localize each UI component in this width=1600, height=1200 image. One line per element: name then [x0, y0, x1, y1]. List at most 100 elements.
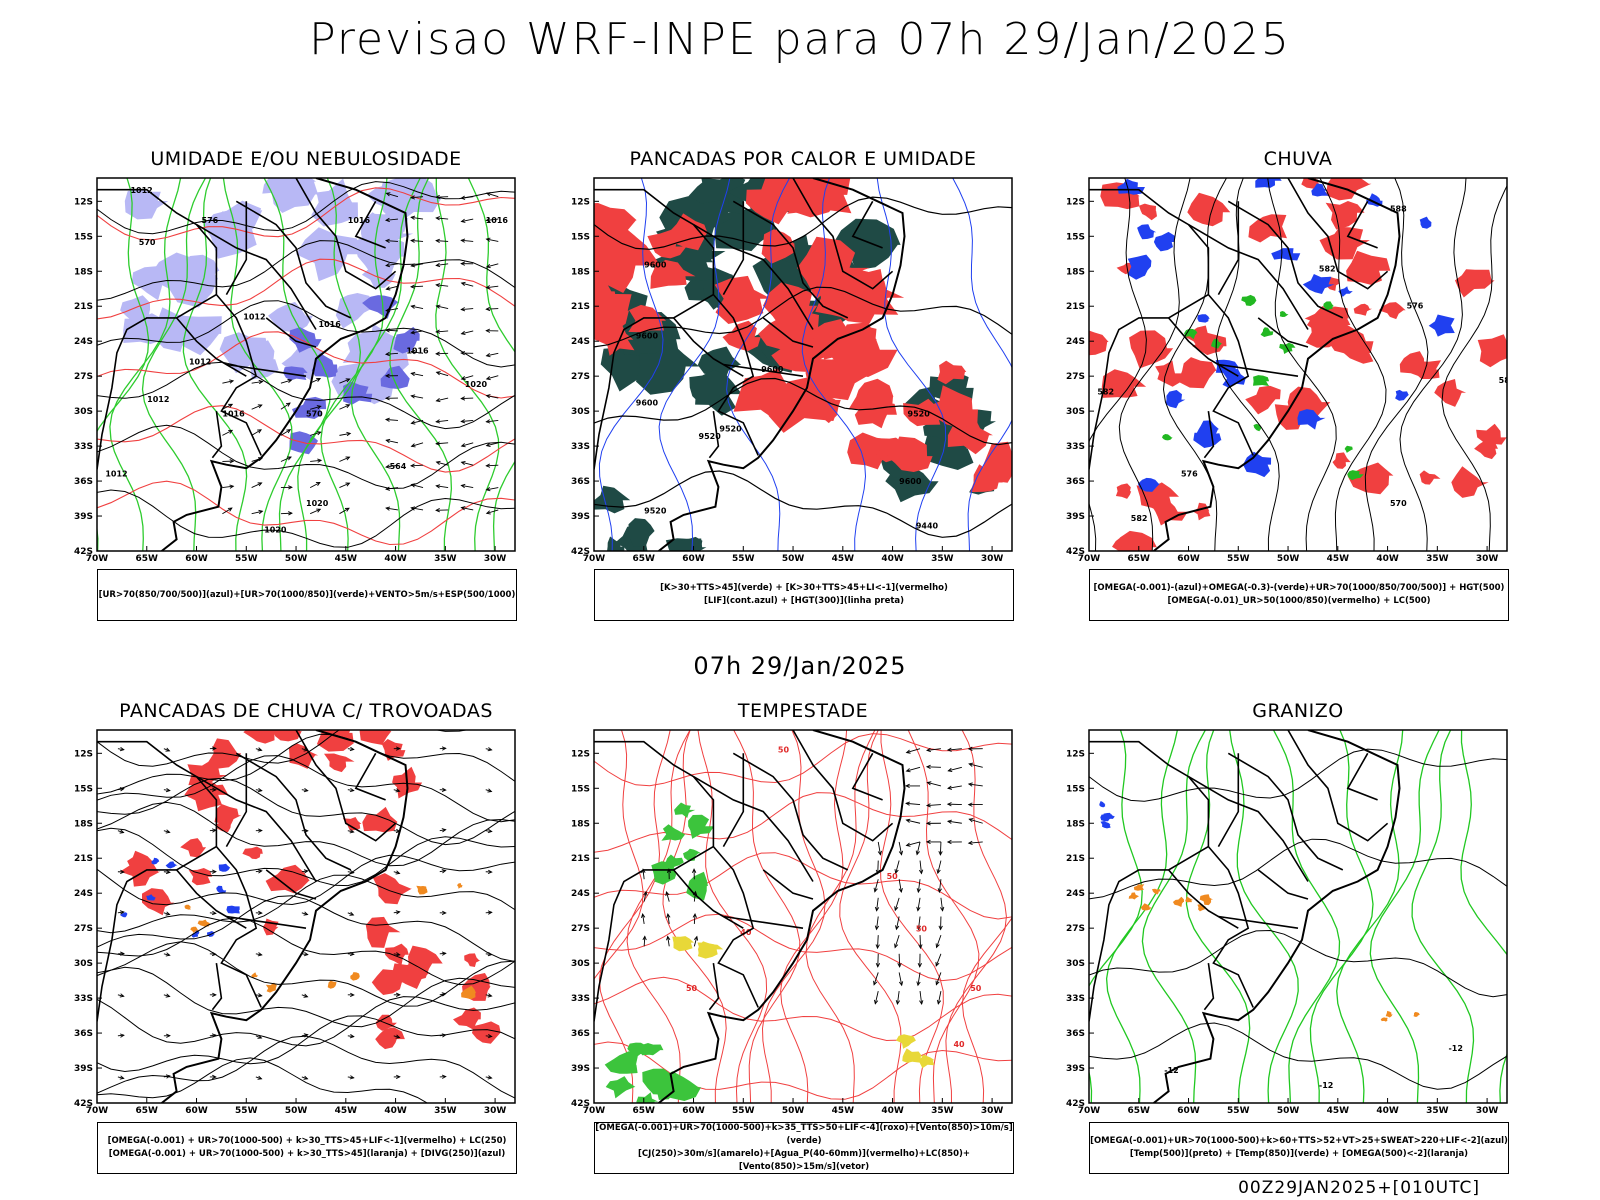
x-tick-label: 70W [1078, 1106, 1101, 1116]
wind-vector [485, 487, 499, 492]
x-tick-label: 70W [86, 1106, 109, 1116]
contour-label: 50 [778, 745, 790, 754]
jet-area [672, 936, 694, 952]
wind-vector [251, 482, 263, 488]
streamline-arrow [393, 992, 401, 997]
thunderstorm-area [180, 838, 207, 858]
contour-label: 1012 [243, 313, 265, 322]
wind-vector [435, 283, 449, 288]
y-tick-label: 27S [74, 372, 93, 382]
streamline-arrow [255, 1034, 263, 1039]
streamline-arrow [485, 828, 493, 834]
y-tick-label: 21S [74, 854, 93, 864]
map-frame [1088, 177, 1508, 552]
streamline-arrow [209, 1074, 217, 1080]
humidity-core [362, 295, 400, 319]
wind-vector [938, 841, 943, 856]
streamline-arrow [117, 951, 125, 956]
wind-vector [665, 890, 670, 902]
contour-label: 50 [970, 984, 982, 993]
wind-vector [947, 766, 962, 773]
wind-vector [905, 748, 921, 754]
wind-vector [460, 506, 474, 511]
streamline-arrow [347, 870, 355, 875]
streamline-arrow [209, 951, 217, 957]
wind-vector [905, 841, 921, 847]
isobar [97, 181, 515, 235]
y-tick-label: 24S [74, 889, 93, 899]
x-tick-label: 65W [136, 554, 159, 564]
wind-vector [435, 484, 449, 489]
x-tick-label: 65W [1128, 1106, 1151, 1116]
wind-vector [460, 396, 474, 401]
wind-vector [925, 764, 941, 770]
convective-area [854, 401, 897, 429]
humidity-area-upper [296, 227, 364, 282]
omega-strong-area [1253, 423, 1262, 432]
y-tick-label: 42S [1066, 1099, 1085, 1109]
heat-humidity-area [689, 369, 731, 404]
isobar [97, 361, 515, 430]
x-tick-label: 60W [185, 1106, 208, 1116]
y-tick-label: 12S [571, 749, 590, 759]
rain-area [1155, 360, 1182, 387]
omega-strong-area [1279, 311, 1289, 317]
y-tick-label: 27S [1066, 372, 1085, 382]
streamline-arrow [347, 911, 355, 916]
state-border [1167, 317, 1239, 377]
x-tick-label: 60W [1177, 1106, 1200, 1116]
contour-label: 1012 [105, 469, 127, 478]
contour-label: 588 [1499, 376, 1516, 385]
streamline-arrow [117, 910, 125, 915]
coastline [658, 730, 906, 1103]
wind-vector [485, 509, 499, 515]
hgt500-contour [1441, 184, 1507, 551]
wind-vector [643, 890, 648, 902]
thunderstorm-area [371, 969, 407, 995]
state-border [196, 775, 317, 882]
wind850-area [686, 871, 708, 901]
state-border [97, 740, 262, 1008]
wind-vector [915, 841, 921, 856]
wind-vector [280, 511, 293, 516]
water-contour [879, 730, 944, 1103]
map-frame [593, 177, 1013, 552]
wind-vector [410, 463, 424, 468]
omega-area [1338, 286, 1353, 297]
heat-humidity-area [832, 218, 901, 271]
rain-area [1346, 250, 1391, 285]
y-tick-label: 36S [1066, 477, 1085, 487]
state-border [175, 869, 247, 929]
thunderstorm-area [359, 730, 392, 745]
x-tick-label: 45W [335, 1106, 358, 1116]
wind-vector [875, 953, 881, 968]
y-tick-label: 42S [74, 547, 93, 557]
legend-box: [OMEGA(-0.001)+UR>70(1000-500)+k>35_TTS>… [594, 1122, 1014, 1174]
streamline-arrow [485, 910, 493, 915]
streamline-arrow [439, 951, 447, 956]
wind-vector [460, 261, 474, 266]
wind-vector [873, 972, 879, 986]
wind-vector [916, 897, 921, 912]
humidity-contour-low [389, 178, 453, 551]
contour-label: 1016 [406, 346, 429, 355]
wind-vector [897, 953, 902, 968]
wind-vector [938, 916, 943, 931]
y-tick-label: 33S [74, 442, 93, 452]
omega-area [1197, 314, 1210, 323]
humidity-area-upper [123, 313, 165, 345]
omega500-area [1172, 896, 1184, 907]
thickness-contour [97, 258, 515, 320]
x-tick-label: 70W [583, 1106, 606, 1116]
streamline-arrow [439, 1033, 447, 1038]
omega500-area [1197, 904, 1207, 912]
convective-area [805, 395, 839, 424]
streamline-arrow [209, 992, 217, 997]
y-tick-label: 21S [1066, 854, 1085, 864]
omega500-area [1385, 1010, 1393, 1018]
humidity-area-upper [361, 264, 397, 288]
wind-vector [435, 238, 449, 243]
y-tick-label: 27S [1066, 924, 1085, 934]
x-tick-label: 65W [633, 554, 656, 564]
y-tick-label: 33S [74, 994, 93, 1004]
